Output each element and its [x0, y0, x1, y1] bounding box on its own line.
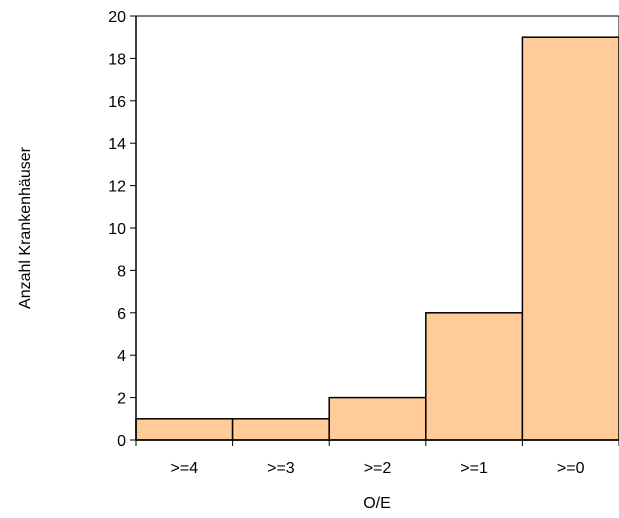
bar->=1: [425, 312, 524, 441]
y-tick-label: 20: [108, 9, 126, 26]
y-tick-label: 8: [117, 263, 126, 280]
bar->=2: [328, 396, 427, 441]
bar->=3: [231, 418, 330, 441]
y-tick-label: 16: [108, 94, 126, 111]
x-tick-label: >=3: [267, 460, 295, 477]
x-tick-label: >=2: [364, 460, 392, 477]
y-tick-label: 12: [108, 179, 126, 196]
tick-labels-group: 0 2 4 6 8 10 12 14 16 18 20 >=4 >=3 >=2 >=1 >=0: [108, 9, 619, 477]
y-tick-label: 2: [117, 391, 126, 408]
x-tick-label: >=1: [460, 460, 488, 477]
y-tick-label: 0: [117, 433, 126, 450]
y-axis-title: Anzahl Krankenhäuser: [17, 146, 34, 309]
bar->=0: [521, 36, 619, 441]
x-tick-label: >=0: [557, 460, 585, 477]
y-tick-label: 4: [117, 348, 126, 365]
x-tick-label: >=4: [171, 460, 199, 477]
bars-group: [135, 36, 619, 441]
bar->=4: [135, 418, 234, 441]
y-tick-label: 10: [108, 221, 126, 238]
y-tick-label: 6: [117, 306, 126, 323]
y-tick-label: 18: [108, 51, 126, 68]
x-axis-title: O/E: [363, 495, 391, 512]
y-tick-label: 14: [108, 136, 126, 153]
